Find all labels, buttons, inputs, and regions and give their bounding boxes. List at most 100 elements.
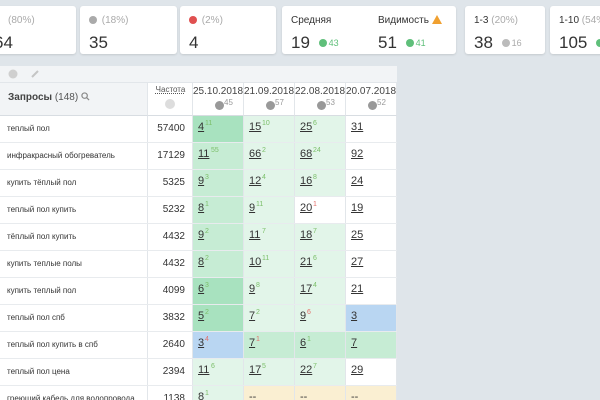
position-value[interactable]: -- (300, 391, 308, 400)
date-column-header-1[interactable]: 25.10.2018 45 (193, 83, 244, 116)
position-cell[interactable]: 21 (346, 278, 397, 304)
position-value[interactable]: 17 (300, 283, 313, 295)
query-cell[interactable]: купить тёплый пол (0, 170, 148, 196)
position-cell[interactable]: -- (346, 386, 397, 400)
position-value[interactable]: 12 (249, 175, 262, 187)
position-cell[interactable]: 3 (346, 305, 397, 331)
date-column-header-3[interactable]: 22.08.2018 53 (295, 83, 346, 116)
position-value[interactable]: 7 (351, 337, 358, 349)
position-cell[interactable]: -- (244, 386, 295, 400)
query-cell[interactable]: теплый пол цена (0, 359, 148, 385)
position-cell[interactable]: 25 6 (295, 116, 346, 142)
position-cell[interactable]: 66 2 (244, 143, 295, 169)
position-value[interactable]: 68 (300, 148, 313, 160)
table-row[interactable]: греющий кабель для водопровода 1138 8 1 -- --… (0, 386, 397, 400)
position-value[interactable]: 10 (249, 256, 262, 268)
position-value[interactable]: 9 (198, 175, 205, 187)
table-row[interactable]: купить теплый пол 4099 6 3 9 8 17 4 21 (0, 278, 397, 305)
position-cell[interactable]: 68 24 (295, 143, 346, 169)
position-cell[interactable]: 9 11 (244, 197, 295, 223)
query-cell[interactable]: теплый пол купить (0, 197, 148, 223)
position-value[interactable]: 22 (300, 364, 313, 376)
query-cell[interactable]: инфракрасный обогреватель (0, 143, 148, 169)
table-row[interactable]: купить теплые полы 4432 8 2 10 11 21 6 27 (0, 251, 397, 278)
position-cell[interactable]: 18 7 (295, 224, 346, 250)
position-value[interactable]: 6 (198, 283, 205, 295)
position-cell[interactable]: 92 (346, 143, 397, 169)
position-cell[interactable]: 25 (346, 224, 397, 250)
link-icon[interactable] (30, 69, 40, 82)
position-value[interactable]: 8 (198, 391, 205, 400)
position-value[interactable]: 9 (300, 310, 307, 322)
position-value[interactable]: 29 (351, 364, 364, 376)
position-value[interactable]: 92 (351, 148, 364, 160)
position-value[interactable]: 3 (198, 337, 205, 349)
position-value[interactable]: 18 (300, 229, 313, 241)
position-value[interactable]: 25 (351, 229, 364, 241)
frequency-settings-icon[interactable] (165, 99, 175, 109)
summary-card-2[interactable]: (18%) 35 (80, 6, 177, 54)
position-cell[interactable]: 12 4 (244, 170, 295, 196)
table-row[interactable]: теплый пол купить 5232 8 1 9 11 20 1 19 (0, 197, 397, 224)
position-cell[interactable]: 10 11 (244, 251, 295, 277)
query-cell[interactable]: теплый пол (0, 116, 148, 142)
position-value[interactable]: 9 (249, 202, 256, 214)
position-value[interactable]: 21 (351, 283, 364, 295)
position-value[interactable]: 15 (249, 121, 262, 133)
search-icon[interactable] (81, 92, 90, 104)
position-value[interactable]: -- (351, 391, 359, 400)
summary-card-3[interactable]: (2%) 4 (180, 6, 276, 54)
table-row[interactable]: купить тёплый пол 5325 9 3 12 4 16 8 24 (0, 170, 397, 197)
avg-card[interactable]: Средняя 19 43 Видимость 51 41 (282, 6, 456, 54)
table-row[interactable]: теплый пол купить в спб 2640 3 4 7 1 6 1 7 (0, 332, 397, 359)
position-value[interactable]: 17 (249, 364, 262, 376)
position-cell[interactable]: 27 (346, 251, 397, 277)
top3-card[interactable]: 1-3 (20%) 38 16 (465, 6, 545, 54)
position-cell[interactable]: 20 1 (295, 197, 346, 223)
position-value[interactable]: 7 (249, 337, 256, 349)
position-value[interactable]: 7 (249, 310, 256, 322)
position-value[interactable]: 11 (198, 148, 210, 160)
position-cell[interactable]: 24 (346, 170, 397, 196)
position-value[interactable]: -- (249, 391, 257, 400)
position-cell[interactable]: 29 (346, 359, 397, 385)
position-value[interactable]: 6 (300, 337, 307, 349)
position-cell[interactable]: 4 11 (193, 116, 244, 142)
position-value[interactable]: 25 (300, 121, 313, 133)
position-cell[interactable]: -- (295, 386, 346, 400)
position-cell[interactable]: 15 10 (244, 116, 295, 142)
position-cell[interactable]: 11 7 (244, 224, 295, 250)
position-cell[interactable]: 17 5 (244, 359, 295, 385)
position-value[interactable]: 20 (300, 202, 313, 214)
position-value[interactable]: 9 (198, 229, 205, 241)
position-value[interactable]: 8 (198, 202, 205, 214)
position-value[interactable]: 3 (351, 310, 358, 322)
position-cell[interactable]: 11 55 (193, 143, 244, 169)
queries-column-header[interactable]: Запросы (148) (0, 83, 148, 116)
table-row[interactable]: теплый пол спб 3832 5 2 7 2 9 6 3 (0, 305, 397, 332)
position-value[interactable]: 31 (351, 121, 364, 133)
frequency-column-header[interactable]: Частота (148, 83, 193, 116)
position-cell[interactable]: 22 7 (295, 359, 346, 385)
query-cell[interactable]: купить теплый пол (0, 278, 148, 304)
position-cell[interactable]: 16 8 (295, 170, 346, 196)
table-row[interactable]: теплый пол цена 2394 11 6 17 5 22 7 29 (0, 359, 397, 386)
position-value[interactable]: 66 (249, 148, 262, 160)
position-cell[interactable]: 11 6 (193, 359, 244, 385)
position-value[interactable]: 11 (198, 364, 210, 376)
summary-card-1[interactable]: (80%) 64 (0, 6, 76, 54)
table-row[interactable]: тёплый пол купить 4432 9 2 11 7 18 7 25 (0, 224, 397, 251)
